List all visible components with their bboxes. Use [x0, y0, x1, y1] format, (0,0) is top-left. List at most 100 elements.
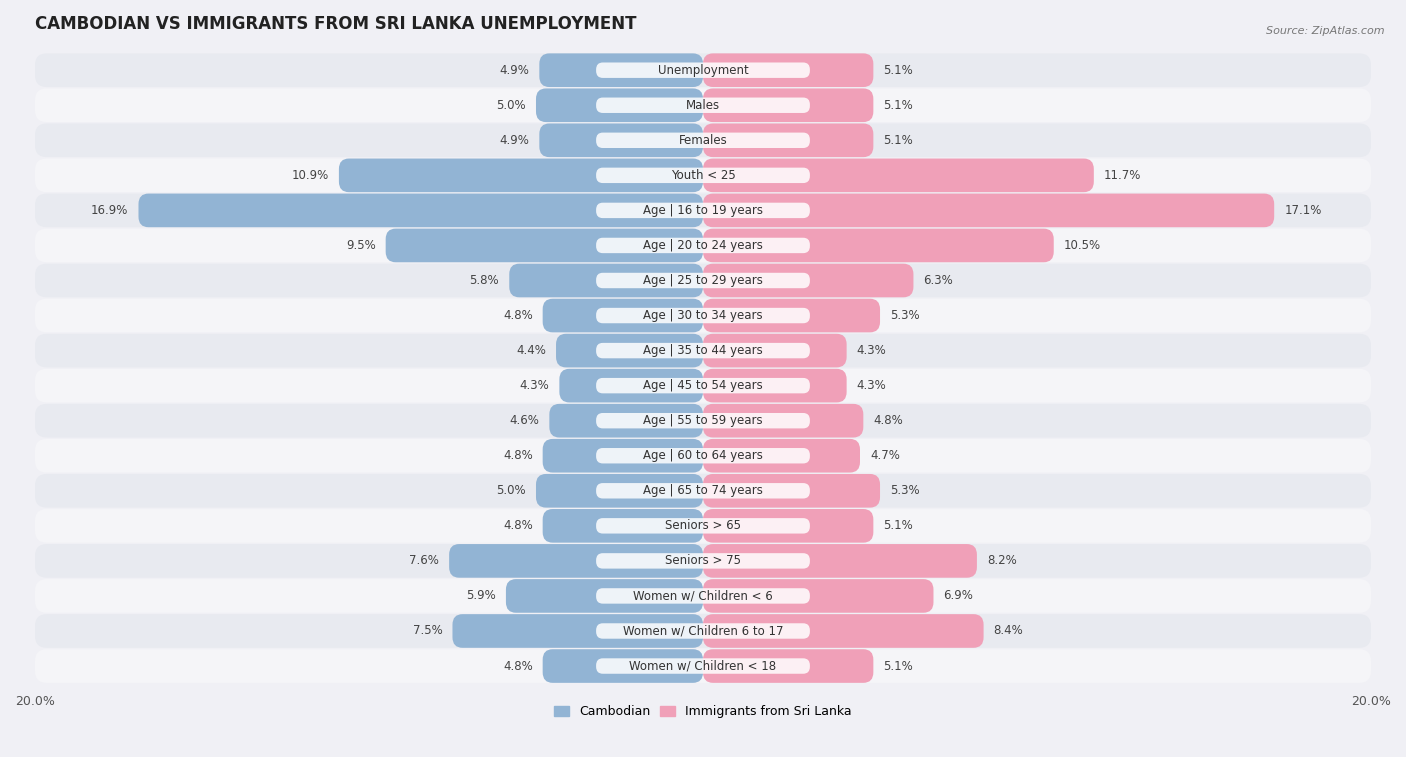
Text: 10.9%: 10.9% — [291, 169, 329, 182]
FancyBboxPatch shape — [540, 123, 703, 157]
FancyBboxPatch shape — [506, 579, 703, 612]
Text: Age | 65 to 74 years: Age | 65 to 74 years — [643, 484, 763, 497]
Text: 4.3%: 4.3% — [856, 379, 886, 392]
Text: 5.8%: 5.8% — [470, 274, 499, 287]
FancyBboxPatch shape — [543, 299, 703, 332]
FancyBboxPatch shape — [703, 369, 846, 403]
FancyBboxPatch shape — [35, 194, 1371, 227]
Text: 4.6%: 4.6% — [509, 414, 540, 427]
FancyBboxPatch shape — [596, 659, 810, 674]
Text: Women w/ Children < 18: Women w/ Children < 18 — [630, 659, 776, 672]
Text: 6.9%: 6.9% — [943, 590, 973, 603]
FancyBboxPatch shape — [35, 650, 1371, 683]
FancyBboxPatch shape — [35, 579, 1371, 612]
Text: Age | 30 to 34 years: Age | 30 to 34 years — [643, 309, 763, 322]
Text: 7.6%: 7.6% — [409, 554, 439, 568]
Text: 9.5%: 9.5% — [346, 239, 375, 252]
FancyBboxPatch shape — [703, 650, 873, 683]
FancyBboxPatch shape — [596, 518, 810, 534]
Text: 4.7%: 4.7% — [870, 449, 900, 463]
Text: 6.3%: 6.3% — [924, 274, 953, 287]
FancyBboxPatch shape — [453, 614, 703, 648]
FancyBboxPatch shape — [543, 439, 703, 472]
FancyBboxPatch shape — [703, 229, 1053, 262]
Text: 5.3%: 5.3% — [890, 309, 920, 322]
Text: 5.3%: 5.3% — [890, 484, 920, 497]
FancyBboxPatch shape — [703, 474, 880, 508]
FancyBboxPatch shape — [703, 123, 873, 157]
FancyBboxPatch shape — [596, 98, 810, 113]
FancyBboxPatch shape — [35, 474, 1371, 508]
Text: Women w/ Children < 6: Women w/ Children < 6 — [633, 590, 773, 603]
FancyBboxPatch shape — [449, 544, 703, 578]
Text: Age | 45 to 54 years: Age | 45 to 54 years — [643, 379, 763, 392]
FancyBboxPatch shape — [596, 588, 810, 603]
FancyBboxPatch shape — [703, 334, 846, 367]
Text: 5.1%: 5.1% — [883, 98, 912, 112]
FancyBboxPatch shape — [35, 334, 1371, 367]
Text: 11.7%: 11.7% — [1104, 169, 1142, 182]
FancyBboxPatch shape — [703, 509, 873, 543]
FancyBboxPatch shape — [703, 263, 914, 298]
Text: Unemployment: Unemployment — [658, 64, 748, 76]
FancyBboxPatch shape — [540, 54, 703, 87]
FancyBboxPatch shape — [385, 229, 703, 262]
FancyBboxPatch shape — [35, 404, 1371, 438]
FancyBboxPatch shape — [596, 308, 810, 323]
FancyBboxPatch shape — [703, 299, 880, 332]
Text: 4.4%: 4.4% — [516, 344, 546, 357]
FancyBboxPatch shape — [536, 89, 703, 122]
Text: 8.4%: 8.4% — [994, 625, 1024, 637]
FancyBboxPatch shape — [509, 263, 703, 298]
FancyBboxPatch shape — [703, 579, 934, 612]
FancyBboxPatch shape — [596, 167, 810, 183]
Text: 4.8%: 4.8% — [503, 309, 533, 322]
Text: 4.9%: 4.9% — [499, 64, 529, 76]
FancyBboxPatch shape — [596, 132, 810, 148]
FancyBboxPatch shape — [596, 203, 810, 218]
FancyBboxPatch shape — [596, 63, 810, 78]
Text: 17.1%: 17.1% — [1284, 204, 1322, 217]
Text: Age | 60 to 64 years: Age | 60 to 64 years — [643, 449, 763, 463]
Text: 16.9%: 16.9% — [91, 204, 128, 217]
FancyBboxPatch shape — [703, 439, 860, 472]
Text: Women w/ Children 6 to 17: Women w/ Children 6 to 17 — [623, 625, 783, 637]
Text: 4.3%: 4.3% — [520, 379, 550, 392]
Text: 7.5%: 7.5% — [413, 625, 443, 637]
Text: Age | 20 to 24 years: Age | 20 to 24 years — [643, 239, 763, 252]
FancyBboxPatch shape — [35, 544, 1371, 578]
FancyBboxPatch shape — [703, 54, 873, 87]
Text: Source: ZipAtlas.com: Source: ZipAtlas.com — [1267, 26, 1385, 36]
FancyBboxPatch shape — [555, 334, 703, 367]
Text: Age | 25 to 29 years: Age | 25 to 29 years — [643, 274, 763, 287]
FancyBboxPatch shape — [35, 509, 1371, 543]
FancyBboxPatch shape — [35, 89, 1371, 122]
FancyBboxPatch shape — [35, 158, 1371, 192]
Text: Seniors > 75: Seniors > 75 — [665, 554, 741, 568]
Text: 4.3%: 4.3% — [856, 344, 886, 357]
FancyBboxPatch shape — [35, 614, 1371, 648]
Text: CAMBODIAN VS IMMIGRANTS FROM SRI LANKA UNEMPLOYMENT: CAMBODIAN VS IMMIGRANTS FROM SRI LANKA U… — [35, 15, 637, 33]
FancyBboxPatch shape — [536, 474, 703, 508]
Text: Youth < 25: Youth < 25 — [671, 169, 735, 182]
FancyBboxPatch shape — [550, 404, 703, 438]
Text: Age | 16 to 19 years: Age | 16 to 19 years — [643, 204, 763, 217]
FancyBboxPatch shape — [703, 158, 1094, 192]
FancyBboxPatch shape — [339, 158, 703, 192]
Text: 5.1%: 5.1% — [883, 519, 912, 532]
Text: 5.1%: 5.1% — [883, 659, 912, 672]
Text: Age | 35 to 44 years: Age | 35 to 44 years — [643, 344, 763, 357]
FancyBboxPatch shape — [35, 54, 1371, 87]
FancyBboxPatch shape — [35, 369, 1371, 403]
FancyBboxPatch shape — [596, 483, 810, 499]
Text: Age | 55 to 59 years: Age | 55 to 59 years — [643, 414, 763, 427]
FancyBboxPatch shape — [560, 369, 703, 403]
FancyBboxPatch shape — [596, 273, 810, 288]
FancyBboxPatch shape — [596, 343, 810, 358]
Text: 4.8%: 4.8% — [503, 519, 533, 532]
Text: Males: Males — [686, 98, 720, 112]
FancyBboxPatch shape — [543, 650, 703, 683]
FancyBboxPatch shape — [596, 448, 810, 463]
FancyBboxPatch shape — [35, 439, 1371, 472]
FancyBboxPatch shape — [703, 544, 977, 578]
